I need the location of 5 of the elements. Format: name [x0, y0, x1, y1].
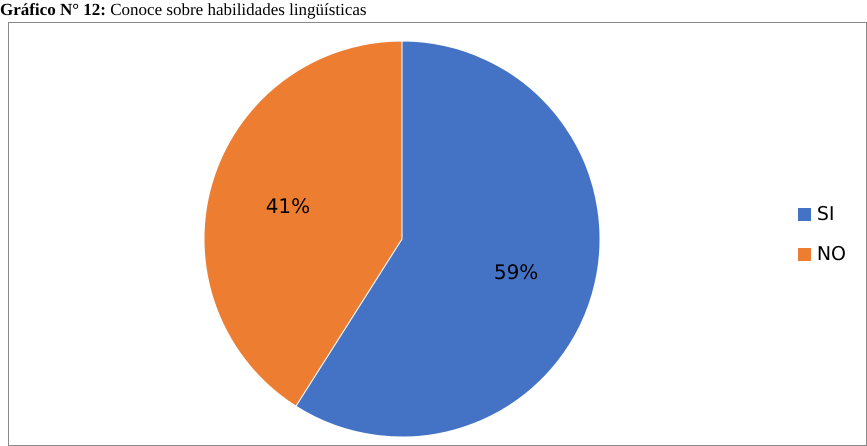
legend-label: NO [816, 243, 846, 265]
data-label: 59% [494, 260, 538, 284]
chart-title: Gráfico N° 12: Conoce sobre habilidades lingüísticas [0, 0, 367, 20]
data-label: 41% [266, 194, 310, 218]
legend-label: SI [816, 203, 834, 225]
